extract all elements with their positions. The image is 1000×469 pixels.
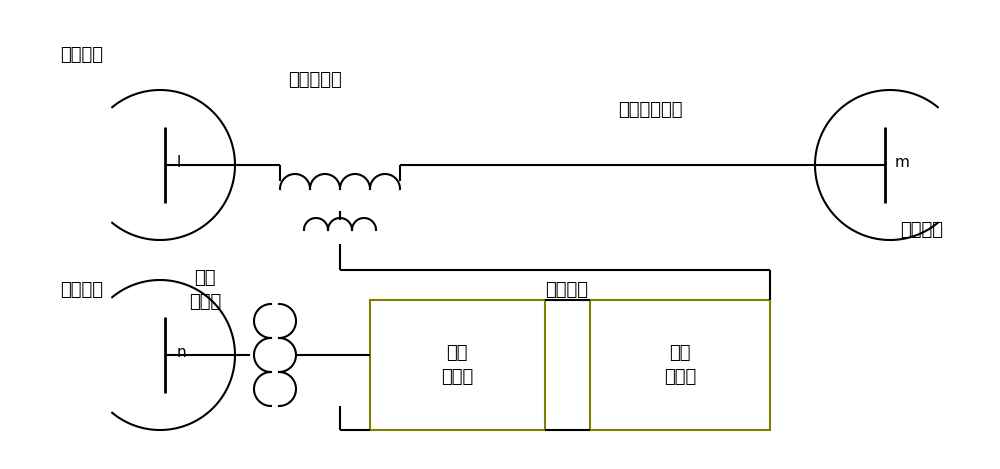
- Text: 交流网络: 交流网络: [60, 281, 103, 299]
- Text: m: m: [895, 155, 910, 170]
- Bar: [370, 300, 545, 430]
- Text: n: n: [177, 345, 187, 360]
- Text: 交流输电线路: 交流输电线路: [618, 101, 682, 119]
- Text: 并联
换流器: 并联 换流器: [441, 344, 473, 386]
- Text: 交流网络: 交流网络: [900, 221, 943, 239]
- Text: 串联变压器: 串联变压器: [288, 71, 342, 89]
- Bar: [590, 300, 770, 430]
- Text: 串联
换流器: 串联 换流器: [664, 344, 696, 386]
- Text: 并联
变压器: 并联 变压器: [189, 269, 221, 311]
- Text: l: l: [177, 155, 181, 170]
- Text: 交流网络: 交流网络: [60, 46, 103, 64]
- Text: 直流线路: 直流线路: [546, 281, 588, 299]
